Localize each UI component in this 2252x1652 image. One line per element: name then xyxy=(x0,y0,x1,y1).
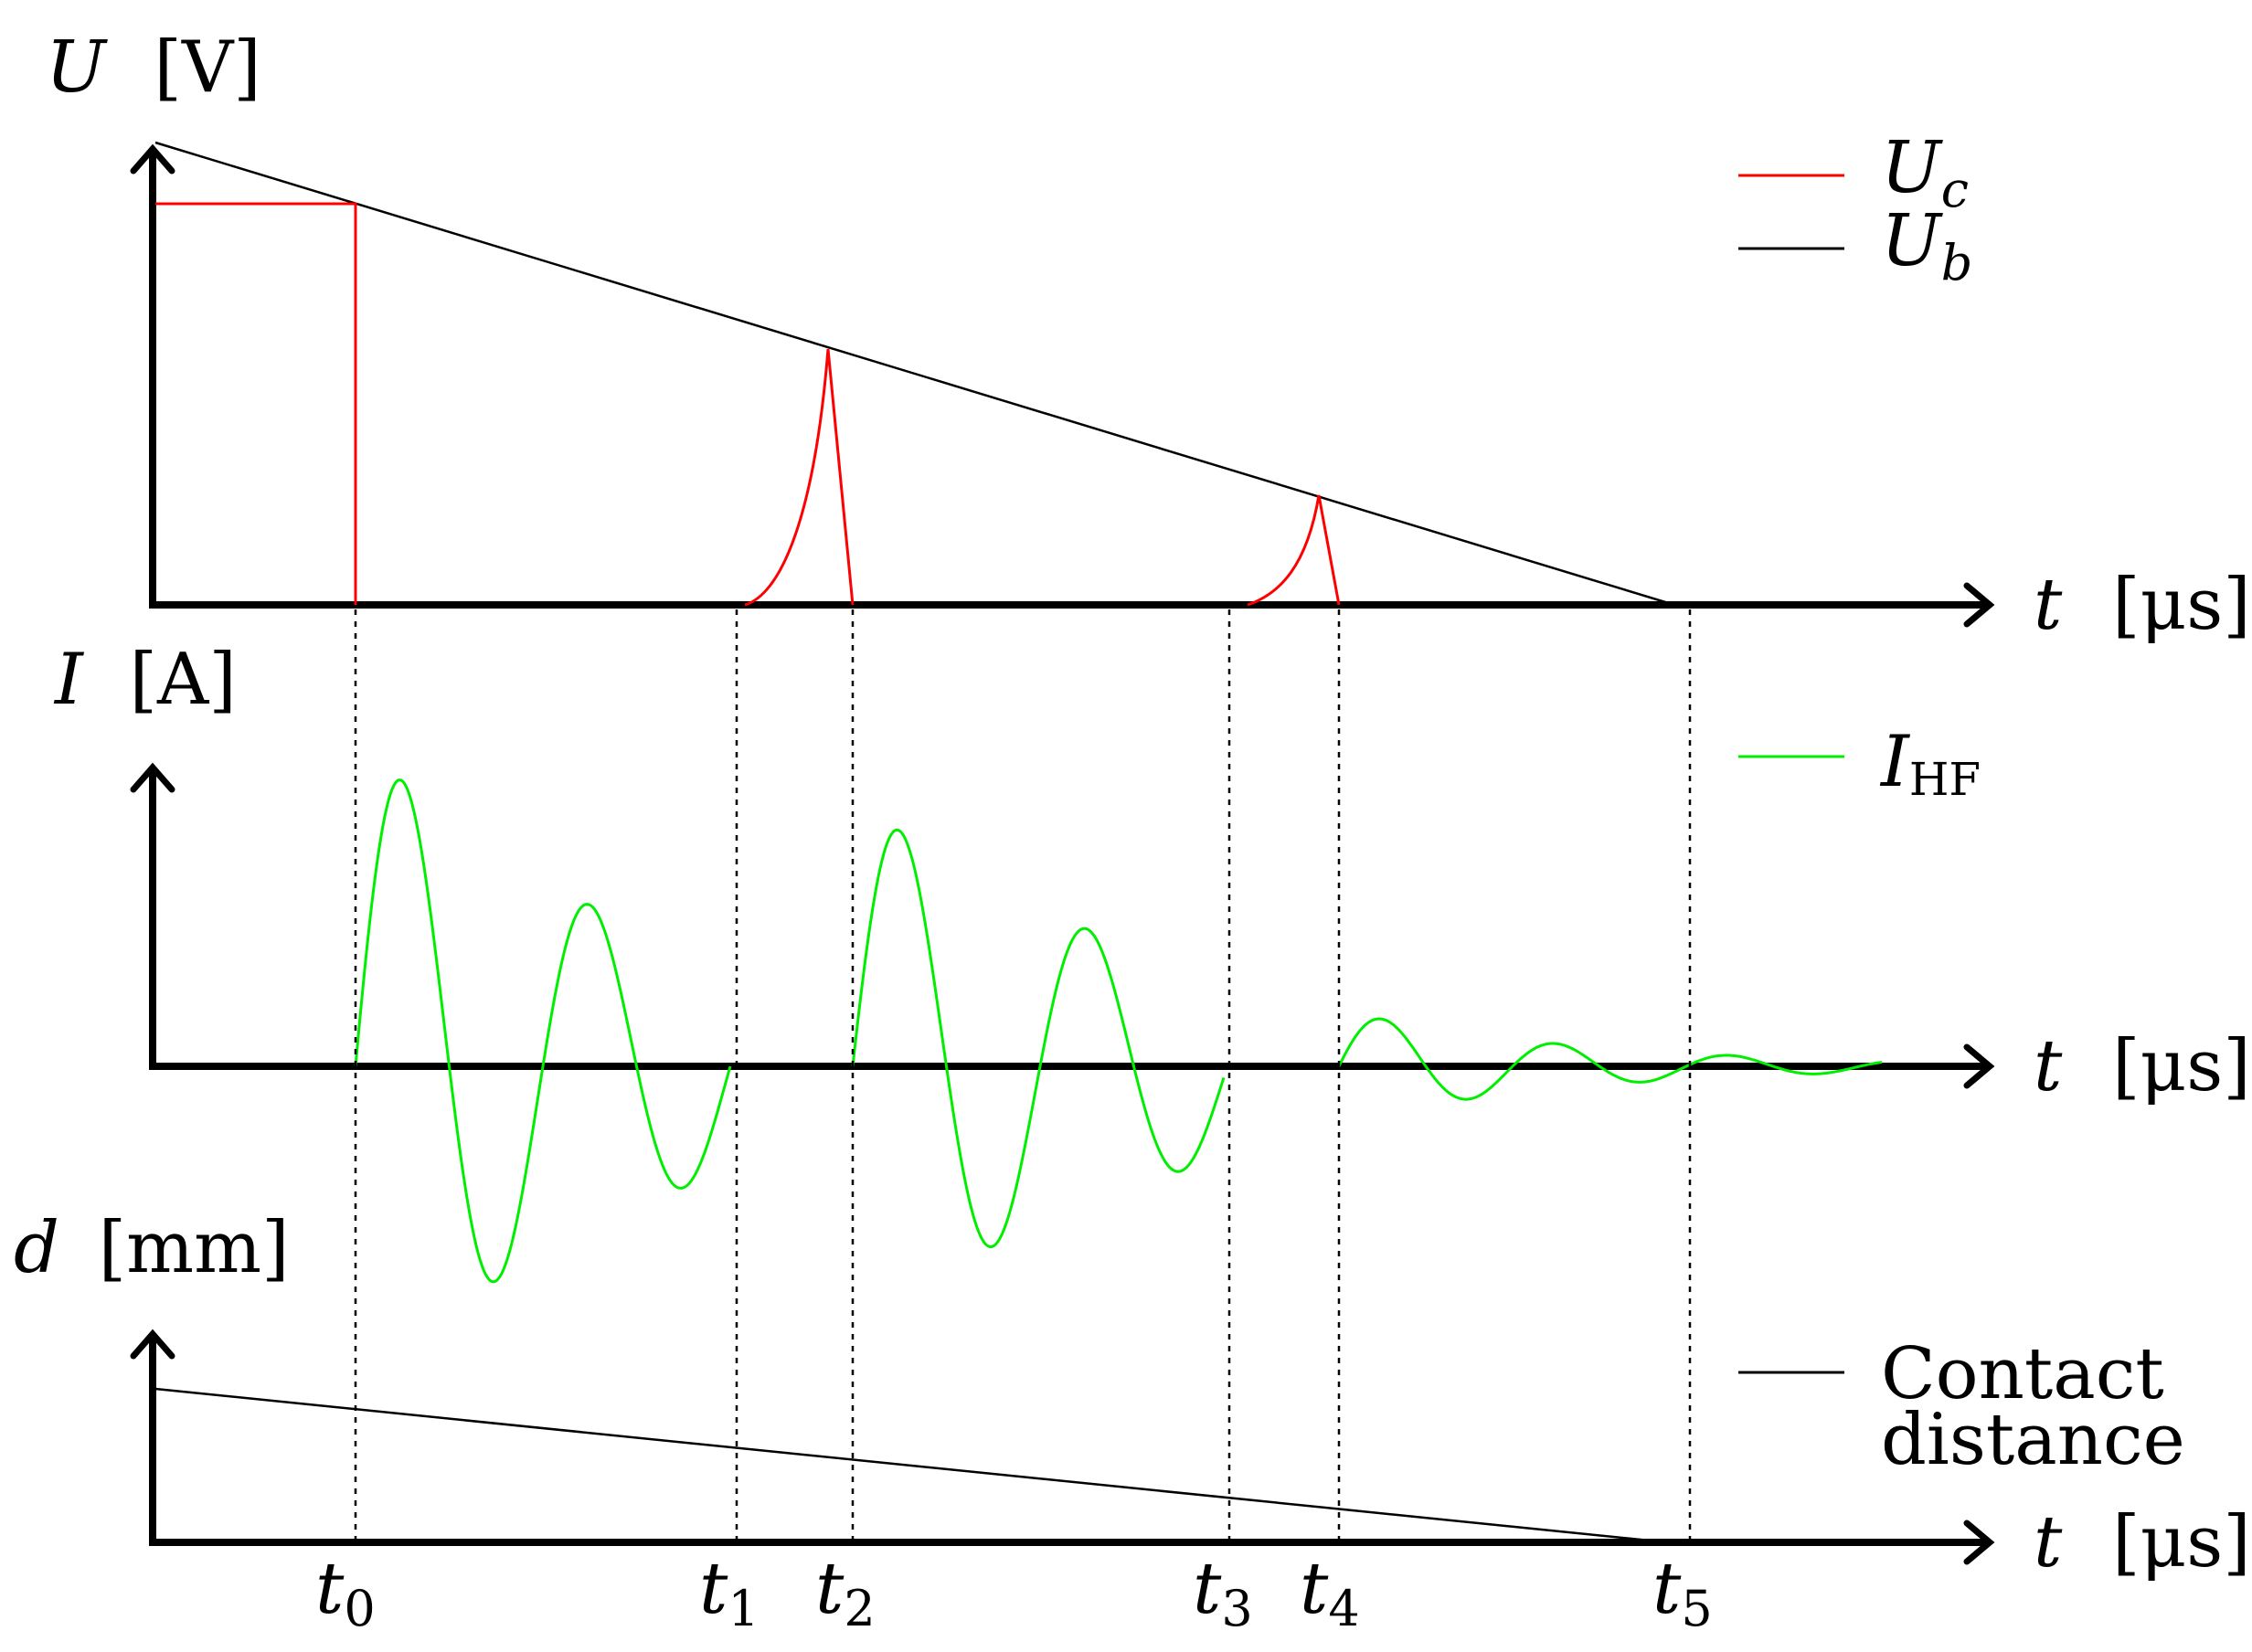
distance-legend: Contact distance xyxy=(1738,1333,2185,1481)
current-y-arrowhead xyxy=(130,762,175,793)
marker-label-t1: t1 xyxy=(699,1548,760,1637)
current-y-symbol: I xyxy=(53,639,85,721)
voltage-panel: U [V] t [μs] Uc Ub xyxy=(46,26,2251,646)
current-panel: I [A] t [μs] IHF xyxy=(53,639,2251,1284)
voltage-x-arrowhead xyxy=(1963,582,1995,628)
distance-panel: d [mm] t [μs] Contact distance xyxy=(14,1207,2251,1583)
current-x-symbol: t xyxy=(2034,1025,2063,1107)
current-x-arrowhead xyxy=(1963,1043,1995,1089)
legend-uc-symbol: U xyxy=(1881,127,1943,209)
marker-label-t3: t3 xyxy=(1193,1548,1253,1637)
voltage-y-arrowhead xyxy=(130,143,175,175)
current-x-unit: [μs] xyxy=(2112,1025,2251,1107)
marker-label-t5: t5 xyxy=(1652,1548,1713,1637)
legend-ihf-symbol: I xyxy=(1879,721,1911,803)
marker-label-t0: t0 xyxy=(315,1548,376,1637)
uc-curve-third xyxy=(1247,494,1341,607)
distance-y-arrowhead xyxy=(130,1329,175,1360)
current-x-label: t [μs] xyxy=(2034,1025,2251,1107)
legend-ihf-label: IHF xyxy=(1879,721,1981,806)
ihf-curve-second-burst xyxy=(851,828,1226,1248)
distance-x-symbol: t xyxy=(2034,1501,2063,1583)
legend-uc-label: Uc xyxy=(1881,127,1969,218)
uc-curve-first xyxy=(155,202,357,605)
legend-ub-subscript: b xyxy=(1941,234,1973,291)
legend-contact-line1: Contact xyxy=(1881,1333,2164,1415)
voltage-y-symbol: U xyxy=(46,26,108,109)
voltage-x-symbol: t xyxy=(2034,564,2063,646)
uc-curve-second xyxy=(744,348,855,607)
distance-y-label: d [mm] xyxy=(14,1207,290,1289)
legend-uc-subscript: c xyxy=(1941,161,1969,218)
marker-label-t4: t4 xyxy=(1300,1548,1360,1637)
distance-y-unit: [mm] xyxy=(99,1207,290,1289)
marker-label-t2: t2 xyxy=(815,1548,876,1637)
ihf-curve-first-burst xyxy=(354,778,732,1284)
contact-distance-curve xyxy=(154,1387,1651,1542)
voltage-x-unit: [μs] xyxy=(2112,564,2251,646)
current-y-unit: [A] xyxy=(130,639,237,721)
distance-y-symbol: d xyxy=(14,1207,59,1289)
current-y-label: I [A] xyxy=(53,639,237,721)
distance-x-label: t [μs] xyxy=(2034,1501,2251,1583)
legend-ub-label: Ub xyxy=(1881,200,1972,291)
voltage-y-unit: [V] xyxy=(154,26,261,109)
current-legend: IHF xyxy=(1738,721,1981,806)
legend-ihf-subscript: HF xyxy=(1909,753,1981,806)
voltage-x-label: t [μs] xyxy=(2034,564,2251,646)
ihf-curve-tail xyxy=(1337,1017,1883,1101)
voltage-legend: Uc Ub xyxy=(1738,127,1972,291)
legend-ub-symbol: U xyxy=(1881,200,1943,282)
voltage-y-label: U [V] xyxy=(46,26,261,109)
legend-contact-line2: distance xyxy=(1881,1399,2185,1481)
ub-curve xyxy=(154,141,1675,607)
distance-x-arrowhead xyxy=(1963,1520,1995,1565)
time-markers: t0 t1 t2 t3 t4 t5 xyxy=(315,609,1713,1637)
distance-x-unit: [μs] xyxy=(2112,1501,2251,1583)
